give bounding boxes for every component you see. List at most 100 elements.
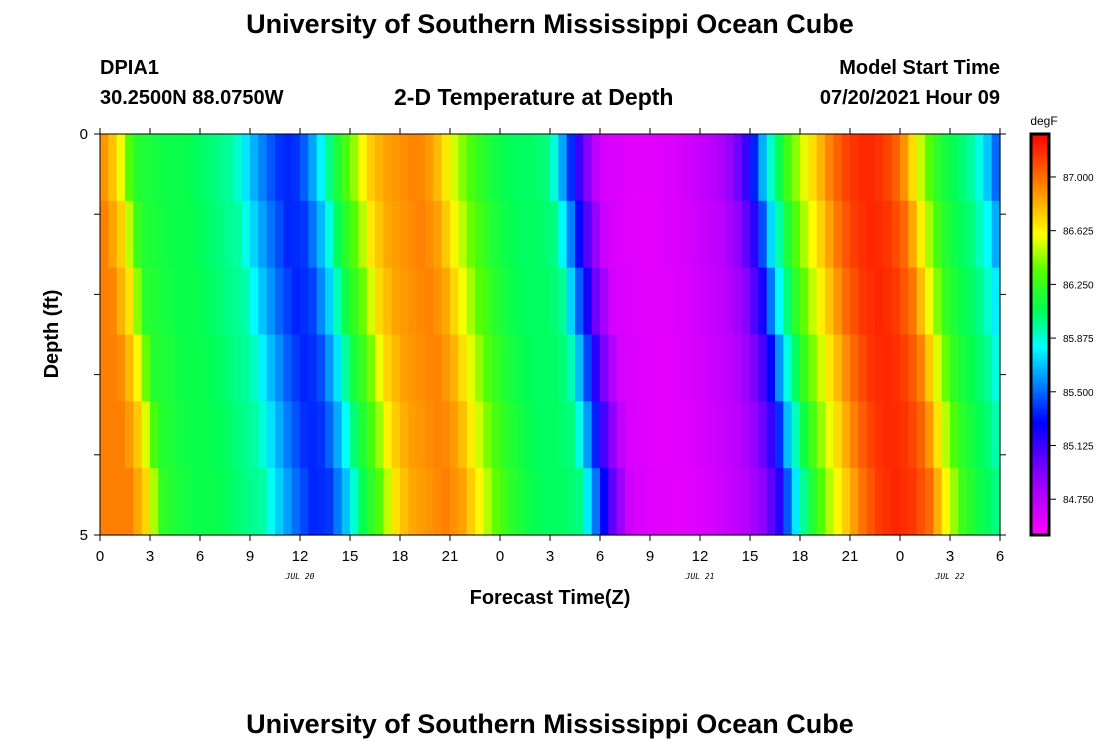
heatmap-cell [625, 334, 634, 402]
heatmap-cell [500, 468, 509, 536]
heatmap-cell [158, 334, 168, 402]
heatmap-cell [441, 401, 451, 469]
heatmap-cell [183, 468, 193, 536]
heatmap-cell [575, 401, 584, 469]
heatmap-cell [458, 267, 468, 336]
heatmap-cell [475, 334, 484, 402]
heatmap-cell [125, 200, 134, 269]
heatmap-cell [975, 468, 984, 536]
heatmap-cell [675, 134, 684, 202]
heatmap-cell [950, 134, 959, 202]
heatmap-cell [366, 134, 376, 202]
heatmap-cell [433, 401, 443, 469]
heatmap-cell [425, 334, 434, 402]
heatmap-cell [625, 468, 634, 536]
colorbar-tick-label: 84.750 [1063, 495, 1094, 506]
heatmap-cell [416, 267, 426, 336]
heatmap-cell [983, 134, 993, 202]
heatmap-cell [783, 468, 793, 536]
heatmap-cell [275, 334, 284, 402]
heatmap-cell [166, 267, 176, 336]
heatmap-cell [141, 401, 151, 469]
heatmap-cell [283, 134, 293, 202]
heatmap-cell [941, 200, 951, 269]
x-tick-label: 9 [646, 548, 654, 565]
heatmap-cell [591, 401, 601, 469]
heatmap-cell [775, 267, 784, 336]
heatmap-cell [983, 200, 993, 269]
heatmap-cell [175, 267, 184, 336]
heatmap-cell [291, 401, 301, 469]
heatmap-cell [875, 468, 884, 536]
heatmap-cell [533, 267, 543, 336]
heatmap-cell [358, 267, 368, 336]
heatmap-cell [650, 200, 659, 269]
heatmap-cell [450, 401, 459, 469]
heatmap-cell [391, 267, 401, 336]
heatmap-cell [100, 401, 109, 469]
heatmap-cell [650, 134, 659, 202]
heatmap-cell [400, 200, 409, 269]
heatmap-cell [558, 134, 568, 202]
heatmap-cell [433, 267, 443, 336]
heatmap-cell [583, 468, 593, 536]
heatmap-cell [875, 200, 884, 269]
heatmap-cell [450, 468, 459, 536]
heatmap-cell [291, 267, 301, 336]
heatmap-cell [233, 468, 243, 536]
heatmap-cell [941, 468, 951, 536]
heatmap-cell [766, 134, 776, 202]
heatmap-cell [241, 334, 251, 402]
heatmap-cell [675, 334, 684, 402]
heatmap-cell [950, 468, 959, 536]
heatmap-cell [158, 134, 168, 202]
heatmap-cell [991, 468, 1001, 536]
heatmap-cell [958, 267, 968, 336]
heatmap-cell [250, 334, 259, 402]
x-tick-label: 15 [742, 548, 759, 565]
heatmap-cell [666, 468, 676, 536]
heatmap-cell [191, 200, 201, 269]
heatmap-cell [383, 401, 393, 469]
heatmap-cell [733, 401, 743, 469]
heatmap-cell [841, 468, 851, 536]
heatmap-cell [850, 267, 859, 336]
heatmap-cell [833, 134, 843, 202]
heatmap-cell [375, 468, 384, 536]
heatmap-cell [166, 200, 176, 269]
heatmap-cell [858, 468, 868, 536]
heatmap-cell [158, 468, 168, 536]
heatmap-cell [400, 468, 409, 536]
heatmap-cell [250, 401, 259, 469]
heatmap-cell [458, 134, 468, 202]
heatmap-cell [675, 401, 684, 469]
heatmap-cell [966, 267, 976, 336]
heatmap-cell [100, 200, 109, 269]
heatmap-cell [625, 401, 634, 469]
heatmap-cell [941, 267, 951, 336]
heatmap-cell [916, 468, 926, 536]
heatmap-cell [808, 267, 818, 336]
heatmap-cell [766, 267, 776, 336]
heatmap-cell [991, 267, 1001, 336]
heatmap-cell [325, 468, 334, 536]
heatmap-cell [233, 134, 243, 202]
heatmap-cell [483, 134, 493, 202]
y-tick-label: 0 [80, 126, 88, 143]
heatmap-cell [241, 468, 251, 536]
heatmap-cell [341, 401, 351, 469]
heatmap-cell [141, 267, 151, 336]
heatmap-cell [108, 334, 118, 402]
heatmap-cell [425, 134, 434, 202]
heatmap-cell [291, 468, 301, 536]
heatmap-cell [816, 468, 826, 536]
heatmap-cell [841, 401, 851, 469]
heatmap-cell [108, 468, 118, 536]
heatmap-cell [791, 334, 801, 402]
heatmap-cell [241, 267, 251, 336]
x-tick-label: 3 [946, 548, 954, 565]
heatmap-cell [150, 200, 159, 269]
heatmap-cell [850, 134, 859, 202]
heatmap-cell [441, 334, 451, 402]
heatmap-cell [325, 200, 334, 269]
